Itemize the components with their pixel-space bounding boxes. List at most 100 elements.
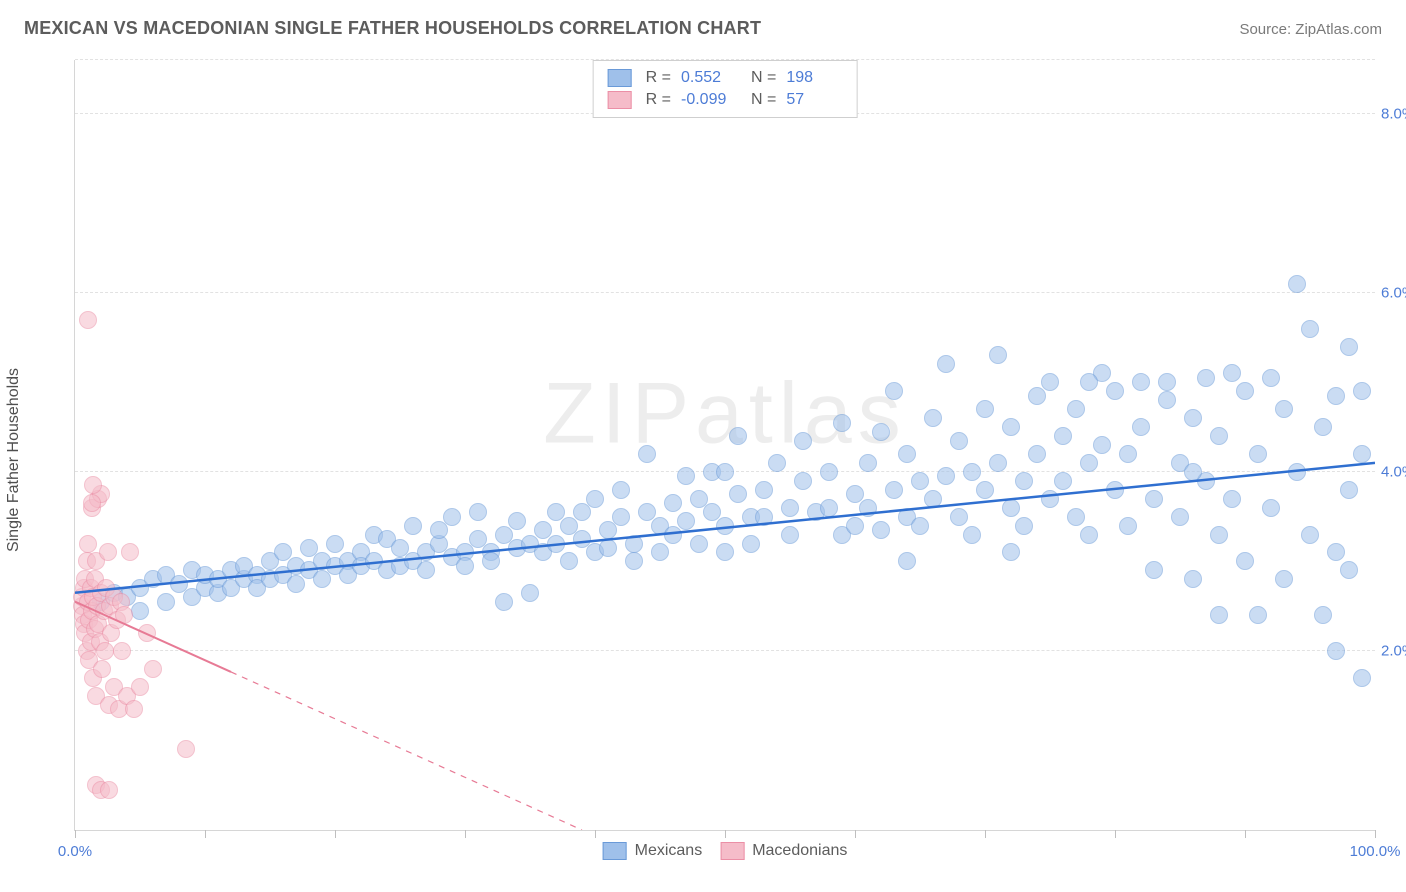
data-point	[885, 481, 903, 499]
stats-row-macedonians: R = -0.099 N = 57	[608, 89, 843, 111]
data-point	[755, 481, 773, 499]
data-point	[1171, 508, 1189, 526]
x-tick	[725, 830, 726, 838]
data-point	[1119, 445, 1137, 463]
data-point	[1340, 481, 1358, 499]
data-point	[625, 535, 643, 553]
data-point	[794, 432, 812, 450]
data-point	[404, 517, 422, 535]
data-point	[599, 521, 617, 539]
data-point	[716, 463, 734, 481]
legend-item-macedonians: Macedonians	[720, 842, 847, 860]
data-point	[1327, 387, 1345, 405]
data-point	[872, 423, 890, 441]
data-point	[1080, 373, 1098, 391]
data-point	[1275, 400, 1293, 418]
data-point	[976, 400, 994, 418]
data-point	[1041, 490, 1059, 508]
swatch-mexicans	[608, 69, 632, 87]
x-tick	[465, 830, 466, 838]
data-point	[872, 521, 890, 539]
legend-label-mexicans: Mexicans	[635, 842, 703, 860]
source-label: Source: ZipAtlas.com	[1239, 21, 1382, 38]
data-point	[1002, 543, 1020, 561]
x-tick	[1375, 830, 1376, 838]
data-point	[93, 660, 111, 678]
data-point	[99, 543, 117, 561]
data-point	[664, 526, 682, 544]
data-point	[482, 552, 500, 570]
data-point	[677, 467, 695, 485]
data-point	[963, 463, 981, 481]
data-point	[1314, 606, 1332, 624]
data-point	[100, 781, 118, 799]
data-point	[79, 535, 97, 553]
data-point	[144, 660, 162, 678]
data-point	[560, 552, 578, 570]
x-tick	[1115, 830, 1116, 838]
data-point	[859, 454, 877, 472]
data-point	[125, 700, 143, 718]
data-point	[115, 606, 133, 624]
data-point	[326, 535, 344, 553]
data-point	[976, 481, 994, 499]
data-point	[1184, 463, 1202, 481]
data-point	[521, 584, 539, 602]
swatch-macedonians	[608, 91, 632, 109]
data-point	[898, 552, 916, 570]
data-point	[1119, 517, 1137, 535]
data-point	[1002, 499, 1020, 517]
data-point	[586, 490, 604, 508]
data-point	[781, 526, 799, 544]
x-tick	[75, 830, 76, 838]
x-tick	[595, 830, 596, 838]
gridline-h	[75, 650, 1375, 651]
data-point	[157, 593, 175, 611]
data-point	[1249, 445, 1267, 463]
data-point	[651, 543, 669, 561]
stat-r-value-macedonians: -0.099	[681, 91, 737, 109]
data-point	[885, 382, 903, 400]
data-point	[1054, 427, 1072, 445]
stats-row-mexicans: R = 0.552 N = 198	[608, 67, 843, 89]
data-point	[1210, 427, 1228, 445]
data-point	[96, 642, 114, 660]
data-point	[937, 467, 955, 485]
data-point	[1327, 642, 1345, 660]
data-point	[859, 499, 877, 517]
x-tick	[1245, 830, 1246, 838]
data-point	[716, 517, 734, 535]
data-point	[1093, 436, 1111, 454]
data-point	[963, 526, 981, 544]
data-point	[131, 678, 149, 696]
data-point	[729, 485, 747, 503]
data-point	[430, 521, 448, 539]
data-point	[742, 535, 760, 553]
data-point	[612, 508, 630, 526]
y-tick-label: 2.0%	[1381, 642, 1406, 659]
data-point	[1145, 490, 1163, 508]
data-point	[1301, 320, 1319, 338]
data-point	[755, 508, 773, 526]
data-point	[950, 508, 968, 526]
data-point	[820, 499, 838, 517]
data-point	[1288, 275, 1306, 293]
data-point	[1353, 382, 1371, 400]
data-point	[1236, 552, 1254, 570]
data-point	[495, 593, 513, 611]
data-point	[1015, 472, 1033, 490]
data-point	[677, 512, 695, 530]
data-point	[716, 543, 734, 561]
data-point	[989, 454, 1007, 472]
data-point	[820, 463, 838, 481]
data-point	[1184, 570, 1202, 588]
data-point	[313, 570, 331, 588]
data-point	[1353, 669, 1371, 687]
data-point	[1340, 338, 1358, 356]
data-point	[1288, 463, 1306, 481]
y-tick-label: 6.0%	[1381, 284, 1406, 301]
data-point	[794, 472, 812, 490]
legend-label-macedonians: Macedonians	[752, 842, 847, 860]
data-point	[1184, 409, 1202, 427]
data-point	[1002, 418, 1020, 436]
